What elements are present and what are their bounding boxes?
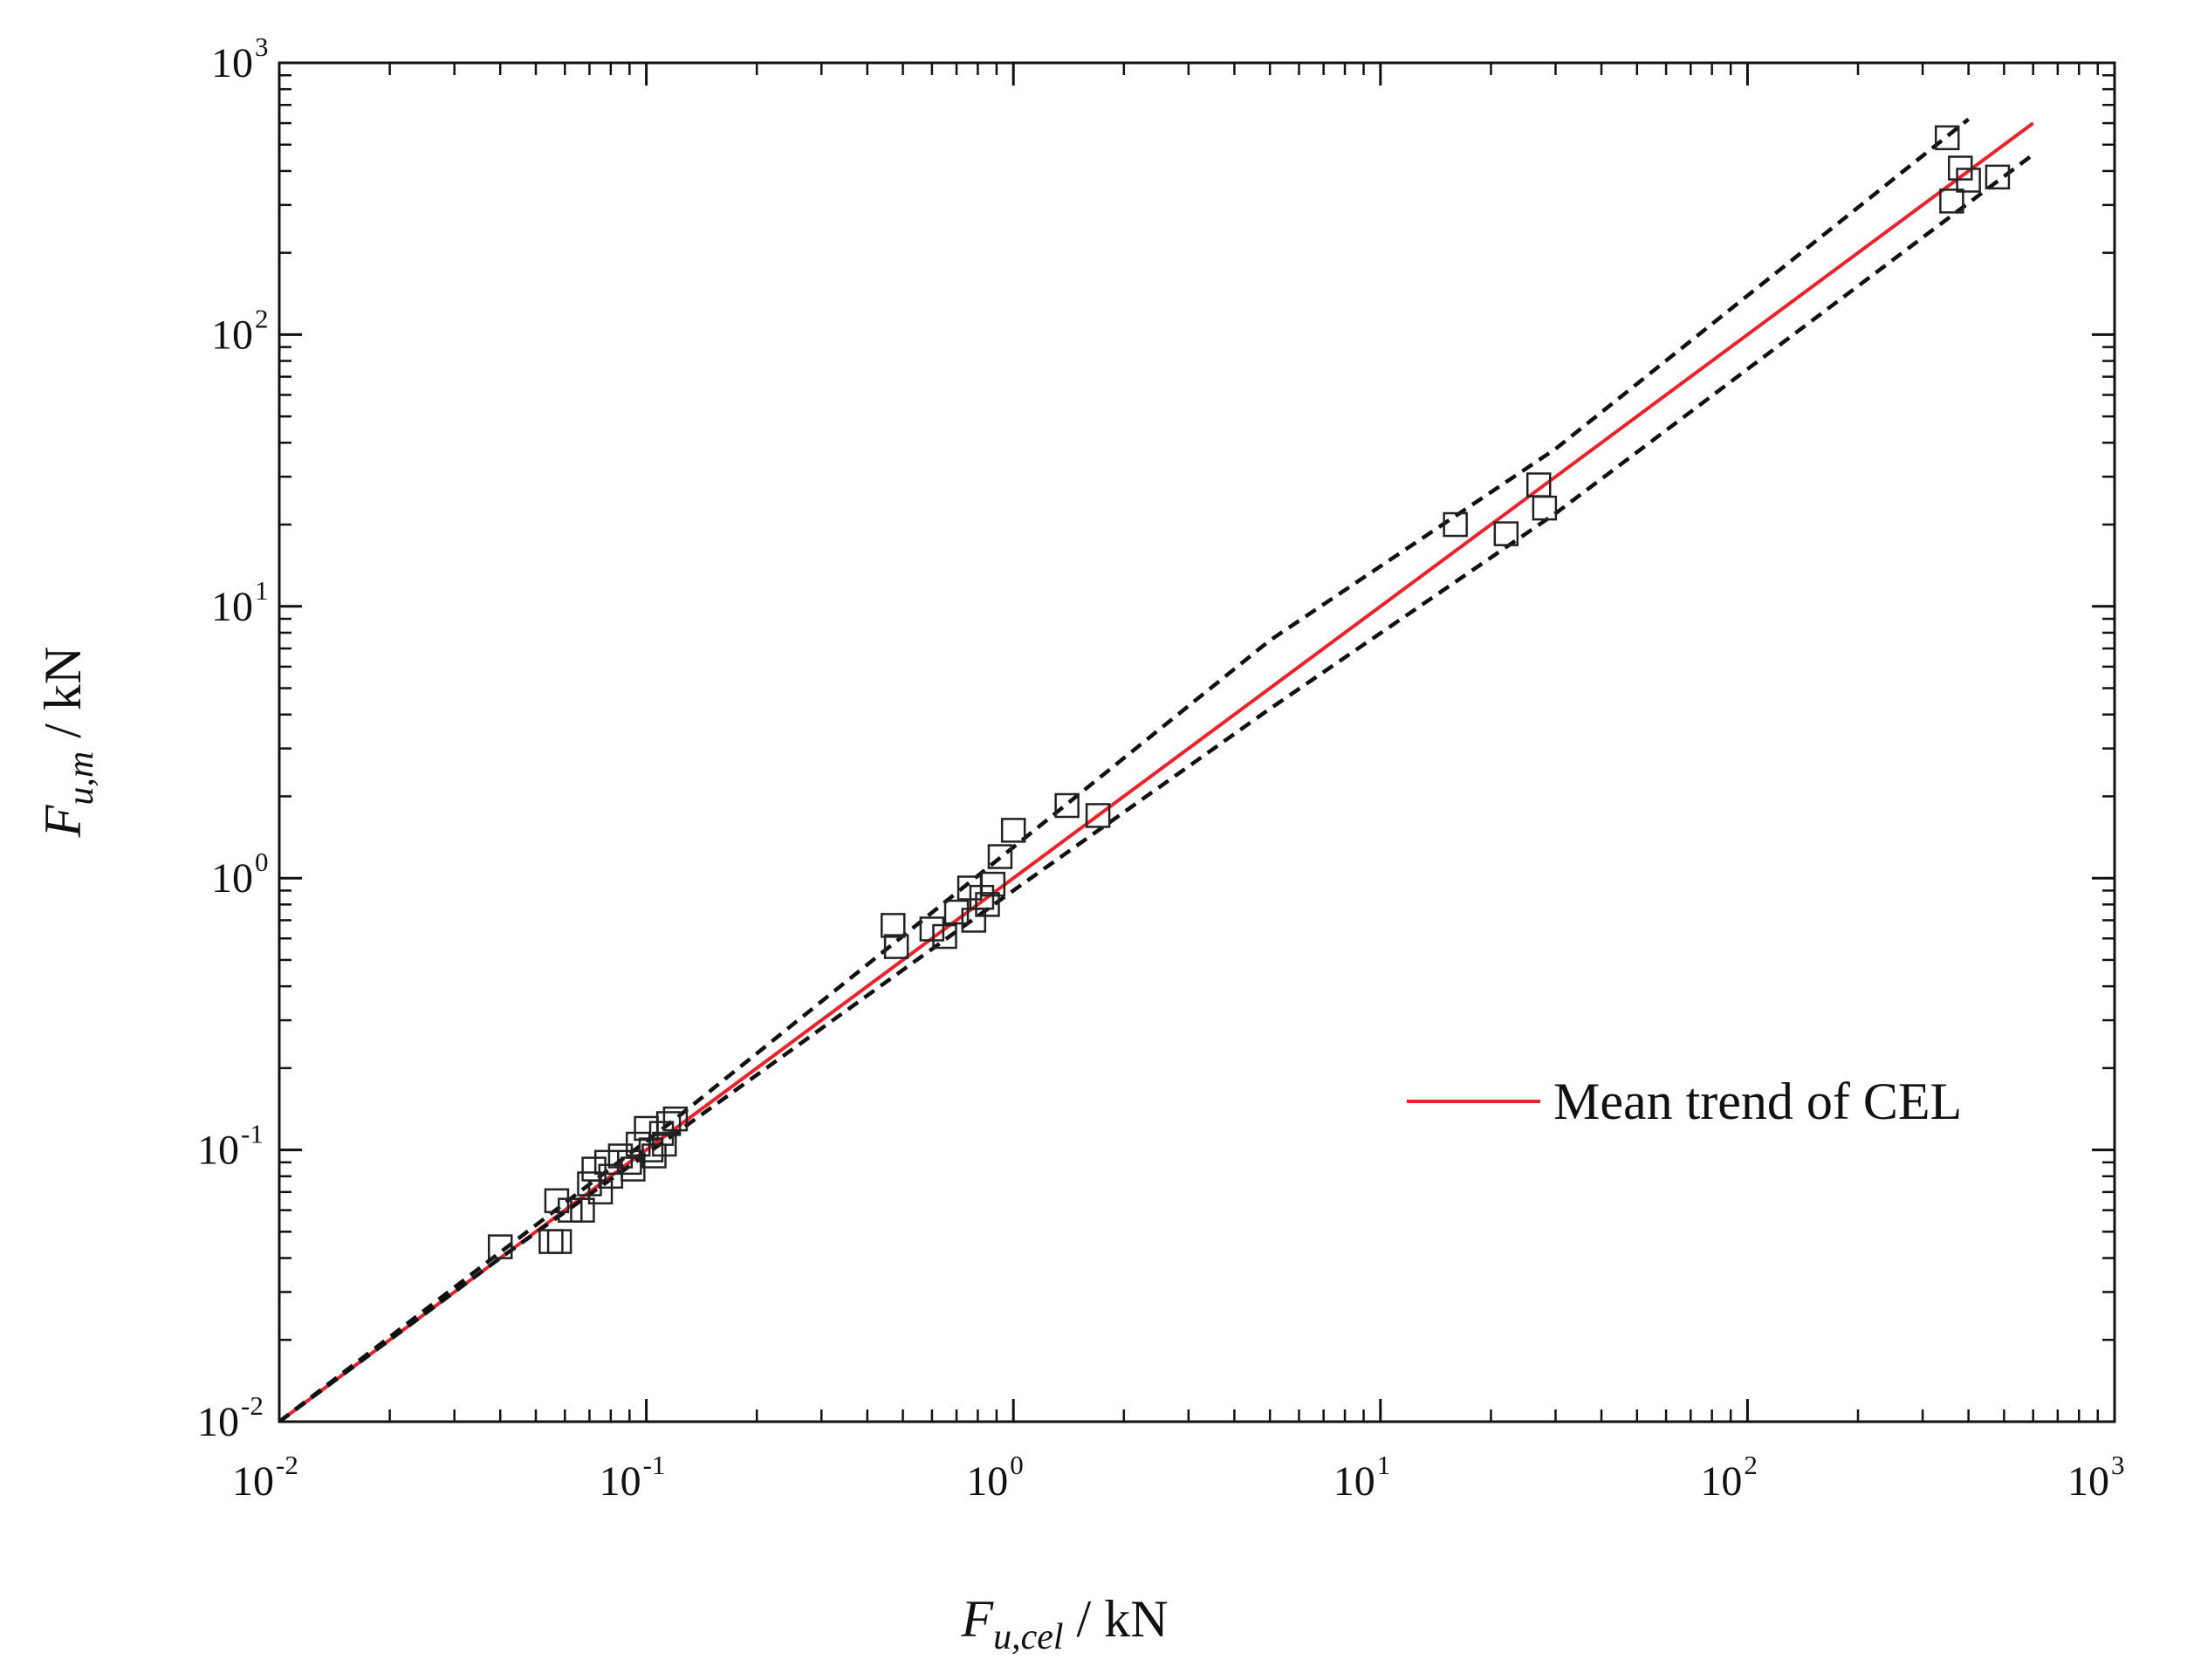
y-tick-label-base: 10 <box>211 40 253 86</box>
x-tick-label-base: 10 <box>232 1458 274 1505</box>
minor-ticks <box>279 63 2115 1422</box>
data-point <box>1054 792 1080 819</box>
data-point <box>1934 125 1960 151</box>
data-point <box>881 913 906 938</box>
y-tick-label: 10 0 <box>211 847 269 902</box>
data-point <box>487 1234 513 1259</box>
data-point <box>1939 189 1964 214</box>
y-axis-label-unit: / kN <box>34 647 92 751</box>
data-point <box>662 1106 689 1132</box>
x-tick-label-exp: -1 <box>643 1450 666 1480</box>
x-tick-label: 10 1 <box>1333 1450 1391 1505</box>
y-tick-label: 10 -2 <box>197 1390 264 1445</box>
data-point <box>980 871 1006 897</box>
data-point <box>546 1229 572 1254</box>
y-tick-label-exp: -2 <box>241 1390 264 1421</box>
y-tick-label-base: 10 <box>211 855 253 902</box>
y-tick-label: 10 2 <box>211 303 269 358</box>
y-axis-label: Fu,m / kN <box>34 647 101 839</box>
x-tick-label: 10 -1 <box>600 1450 666 1505</box>
plot-frame <box>278 61 2116 1423</box>
x-axis-label-main: F <box>960 1590 994 1648</box>
x-tick-label-base: 10 <box>600 1458 641 1505</box>
legend: Mean trend of CEL <box>1407 1073 1962 1130</box>
x-axis-label: Fu,cel / kN <box>960 1590 1168 1657</box>
x-tick-labels: 10 -2 10 -1 10 0 10 1 10 2 10 3 <box>232 1450 2125 1505</box>
y-tick-label: 10 -1 <box>197 1119 264 1174</box>
x-tick-label-exp: 2 <box>1744 1450 1758 1480</box>
upper-bound-line <box>279 117 1971 1422</box>
data-point <box>655 1111 682 1136</box>
data-point <box>544 1188 570 1214</box>
data-point <box>620 1156 646 1182</box>
data-point <box>1443 511 1468 538</box>
data-point <box>1532 495 1558 521</box>
data-point <box>943 899 970 925</box>
x-tick-label-base: 10 <box>1700 1458 1742 1505</box>
x-tick-label: 10 0 <box>966 1450 1024 1505</box>
y-tick-label-exp: 3 <box>255 31 269 62</box>
x-tick-label-base: 10 <box>2067 1458 2109 1505</box>
data-point <box>1000 818 1026 843</box>
x-tick-label-exp: 0 <box>1010 1450 1024 1480</box>
y-tick-label-base: 10 <box>211 312 253 358</box>
y-tick-label: 10 1 <box>211 575 269 630</box>
x-tick-label-base: 10 <box>966 1458 1008 1505</box>
y-axis-label-main: F <box>34 804 92 838</box>
y-tick-label-exp: -1 <box>241 1119 264 1149</box>
x-tick-label: 10 3 <box>2067 1450 2125 1505</box>
points-layer <box>487 125 2011 1259</box>
x-tick-label-base: 10 <box>1333 1458 1375 1505</box>
data-point <box>919 916 945 942</box>
y-tick-label-base: 10 <box>197 1399 239 1445</box>
x-tick-label-exp: 3 <box>2111 1450 2125 1480</box>
x-tick-label-exp: -2 <box>276 1450 298 1480</box>
data-point <box>932 923 957 950</box>
data-point <box>975 892 1000 917</box>
data-point <box>1493 521 1519 546</box>
x-tick-label-exp: 1 <box>1377 1450 1391 1480</box>
y-tick-label-base: 10 <box>211 584 253 630</box>
data-point <box>1085 803 1111 828</box>
y-tick-label-exp: 0 <box>255 847 269 877</box>
x-tick-label: 10 2 <box>1700 1450 1758 1505</box>
x-axis-label-sub: u,cel <box>993 1617 1063 1657</box>
y-axis-label-sub: u,m <box>61 751 101 806</box>
data-point <box>570 1197 595 1223</box>
y-tick-label: 10 3 <box>211 31 269 86</box>
y-tick-label-exp: 1 <box>255 575 269 606</box>
x-axis-label-unit: / kN <box>1064 1590 1169 1648</box>
data-point <box>1956 168 1981 193</box>
legend-label: Mean trend of CEL <box>1553 1073 1962 1130</box>
data-point <box>1985 164 2011 190</box>
x-tick-label: 10 -2 <box>232 1450 298 1505</box>
y-tick-label-exp: 2 <box>255 303 269 333</box>
data-point <box>883 934 909 959</box>
y-tick-label-base: 10 <box>197 1128 239 1174</box>
data-point <box>652 1131 677 1157</box>
data-point <box>987 844 1013 869</box>
